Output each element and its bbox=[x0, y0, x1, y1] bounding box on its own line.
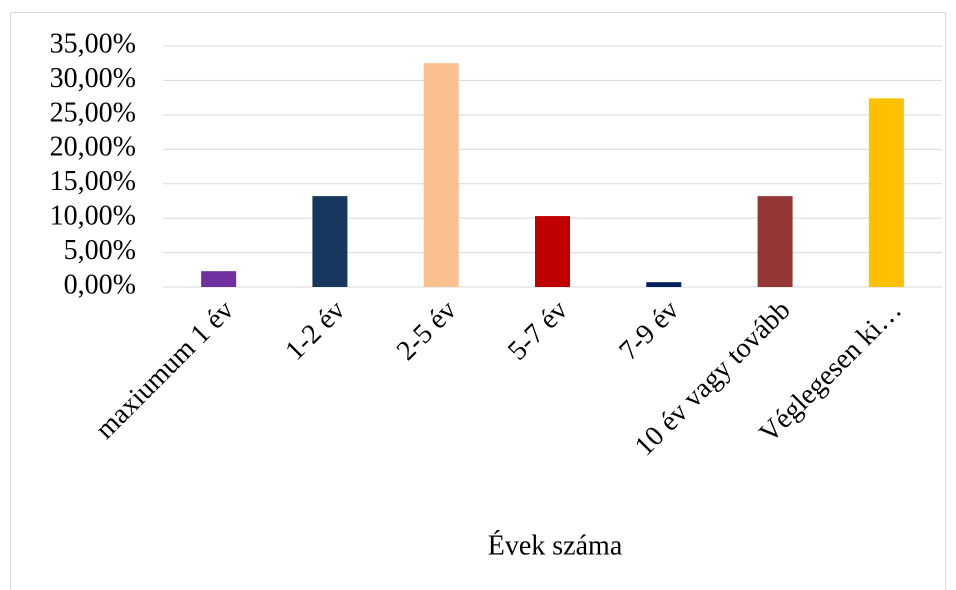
bar bbox=[757, 196, 793, 287]
y-tick-label: 15,00% bbox=[50, 166, 136, 197]
y-tick-label: 20,00% bbox=[50, 132, 136, 163]
x-axis-title: Évek száma bbox=[488, 530, 623, 561]
y-tick-label: 30,00% bbox=[50, 63, 136, 94]
bar bbox=[535, 216, 570, 287]
y-tick-label: 25,00% bbox=[50, 97, 136, 128]
y-tick-label: 10,00% bbox=[50, 201, 136, 232]
bar bbox=[201, 271, 237, 287]
bar bbox=[646, 282, 682, 287]
chart-border bbox=[10, 12, 946, 590]
bar bbox=[312, 196, 348, 287]
bar bbox=[423, 63, 459, 287]
y-tick-label: 5,00% bbox=[64, 235, 136, 266]
y-tick-label: 35,00% bbox=[50, 28, 136, 59]
y-tick-label: 0,00% bbox=[64, 269, 136, 300]
bar bbox=[868, 98, 904, 288]
